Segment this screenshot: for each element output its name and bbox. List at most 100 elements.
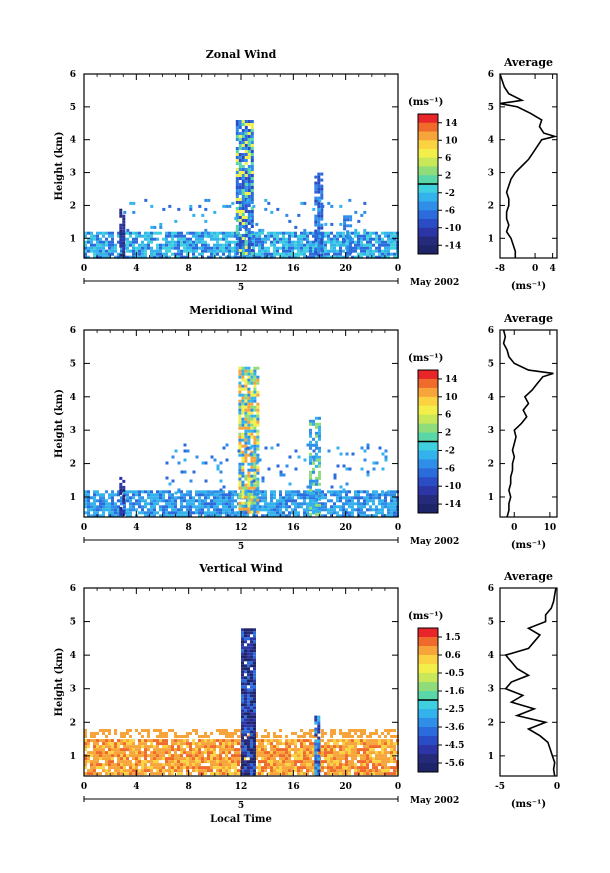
heatmap-cell [360,252,363,256]
heatmap-cell [330,237,333,241]
heatmap-cell [144,246,147,250]
heatmap-cell [247,492,251,496]
heatmap-cell [207,493,210,497]
heatmap-cell [201,735,204,738]
heatmap-cell [253,733,256,737]
heatmap-cell [150,772,153,776]
heatmap-cell [321,493,324,497]
heatmap-cell [247,510,251,514]
heatmap-cell [135,240,138,244]
profile-y-tick-label: 6 [488,326,494,336]
heatmap-cell [285,213,289,217]
heatmap-cell [244,667,247,671]
heatmap-cell [216,508,219,512]
heatmap-cell [235,231,239,234]
heatmap-cell [177,511,180,515]
heatmap-cell [123,742,126,746]
heatmap-cell [87,514,90,518]
heatmap-cell [153,249,156,253]
heatmap-cell [228,204,232,208]
heatmap-cell [235,198,239,201]
heatmap-cell [153,729,156,732]
heatmap-cell [315,434,318,438]
heatmap-cell [294,243,297,247]
heatmap-cell [387,490,390,494]
heatmap-cell [273,772,276,776]
heatmap-cell [306,496,309,500]
heatmap-cell [375,237,378,241]
heatmap-cell [238,144,242,147]
heatmap-cell [87,499,90,503]
heatmap-cell [330,511,333,515]
heatmap-cell [309,485,312,489]
heatmap-cell [351,511,354,515]
heatmap-cell [294,514,297,518]
heatmap-cell [231,255,234,259]
heatmap-cell [120,502,123,506]
heatmap-cell [387,234,390,238]
heatmap-cell [247,432,251,436]
heatmap-cell [132,231,135,235]
heatmap-cell [213,742,216,746]
heatmap-cell [306,502,309,506]
heatmap-cell [349,215,353,219]
heatmap-cell [314,235,318,239]
heatmap-cell [123,735,126,738]
heatmap-cell [351,246,354,250]
heatmap-cell [393,772,396,776]
heatmap-cell [309,757,312,761]
profile-title: Average [503,312,553,325]
heatmap-cell [324,766,327,770]
heatmap-cell [291,496,294,500]
heatmap-cell [387,502,390,506]
heatmap-cell [294,748,297,752]
heatmap-cell [105,502,108,506]
heatmap-cell [366,496,369,500]
heatmap-cell [291,763,294,767]
heatmap-cell [238,192,242,195]
heatmap-cell [312,449,316,453]
heatmap-cell [317,211,321,215]
heatmap-cell [189,249,192,253]
heatmap-cell [378,769,381,773]
heatmap-cell [84,496,87,500]
heatmap-cell [324,252,327,256]
heatmap-cell [189,760,192,764]
heatmap-cell [192,505,195,509]
heatmap-cell [192,748,195,752]
heatmap-cell [177,496,180,500]
heatmap-cell [141,499,144,503]
heatmap-cell [339,243,342,247]
heatmap-cell [126,514,129,518]
heatmap-cell [225,742,228,746]
heatmap-cell [247,237,251,240]
heatmap-cell [321,490,324,494]
heatmap-cell [180,742,183,746]
heatmap-cell [336,514,339,518]
heatmap-cell [216,505,219,509]
heatmap-cell [250,435,254,439]
heatmap-cell [261,228,265,232]
heatmap-cell [222,502,225,506]
heatmap-cell [273,255,276,259]
heatmap-cell [156,760,159,764]
heatmap-cell [378,763,381,767]
heatmap-cell [108,745,111,749]
heatmap-cell [330,772,333,776]
heatmap-cell [119,235,123,239]
heatmap-cell [180,757,183,761]
heatmap-cell [228,493,231,497]
heatmap-cell [132,249,135,253]
heatmap-cell [253,712,256,716]
heatmap-cell [244,234,248,237]
heatmap-cell [126,760,129,764]
heatmap-cell [300,766,303,770]
heatmap-cell [105,240,108,244]
heatmap-cell [291,252,294,256]
heatmap-cell [357,502,360,506]
heatmap-cell [244,646,247,650]
heatmap-cell [234,769,237,773]
heatmap-cell [317,190,321,194]
heatmap-cell [247,120,251,123]
heatmap-cell [165,745,168,749]
